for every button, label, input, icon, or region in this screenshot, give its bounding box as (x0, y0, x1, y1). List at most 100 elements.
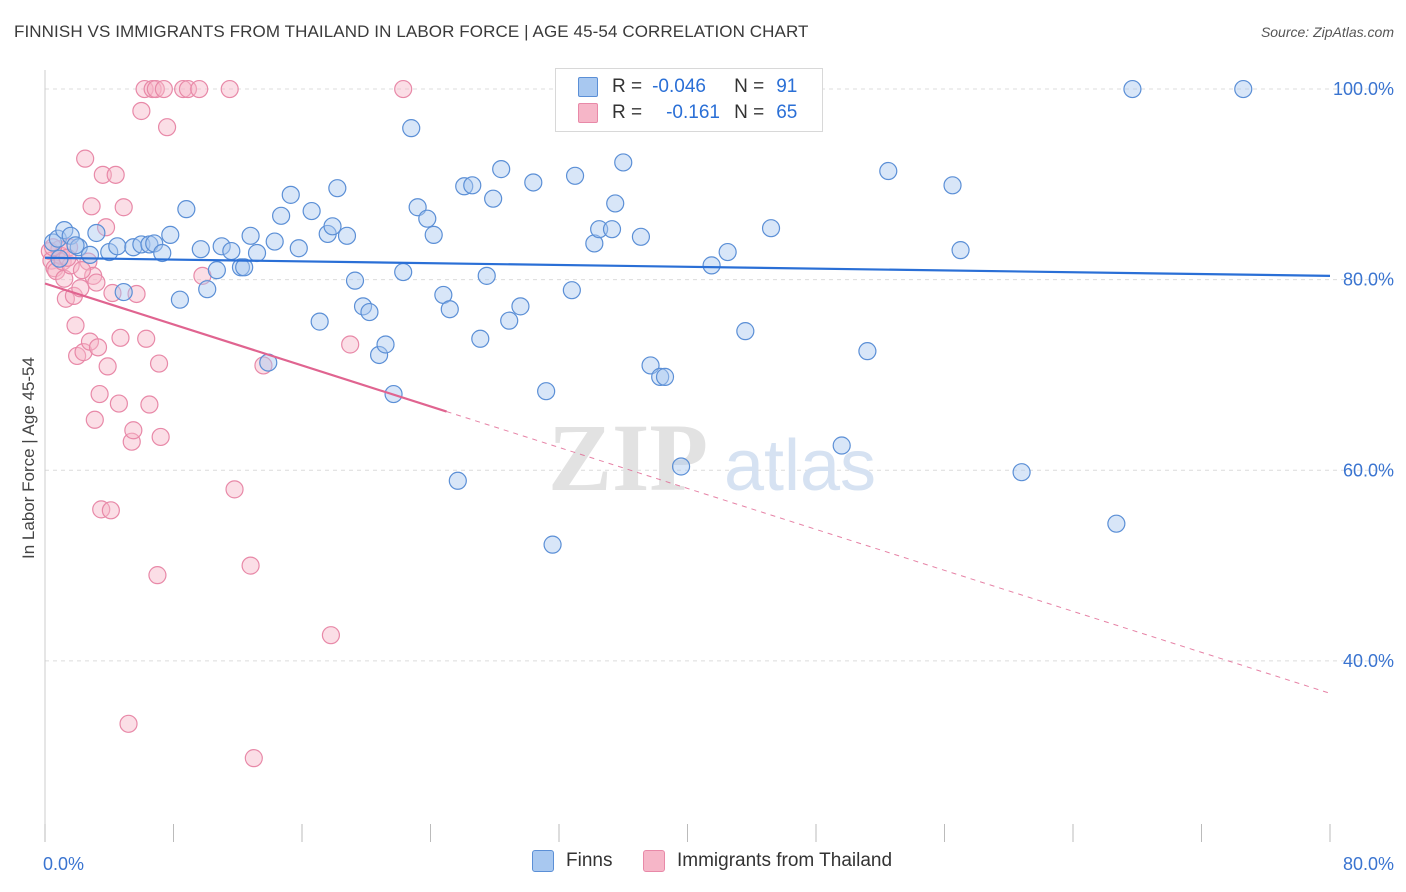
thai-point (321, 626, 341, 645)
finns-point (500, 311, 519, 330)
finns-point (651, 367, 670, 386)
thai-point (122, 432, 141, 451)
thai-point (151, 427, 170, 447)
thai-point (74, 343, 93, 362)
thai-point (43, 238, 63, 257)
finns-point (310, 312, 329, 331)
finns-point (376, 335, 395, 354)
finns-trend-line (44, 256, 1331, 277)
thai-point (190, 79, 209, 99)
finns-point (328, 179, 347, 198)
finns-point (302, 201, 321, 221)
tick-labels: 100.0% 80.0% 60.0% 40.0% 0.0% 80.0% (43, 79, 1394, 874)
finns-point (207, 261, 226, 280)
thai-r-label: R = (612, 102, 643, 123)
finns-point (1012, 463, 1031, 482)
finns-point (655, 367, 675, 386)
finns-point (718, 242, 737, 262)
x-tick-label: 0.0% (43, 854, 84, 874)
thai-point (225, 480, 244, 499)
finns-point (463, 176, 482, 195)
thai-point (241, 556, 260, 575)
finns-point (323, 217, 342, 236)
finns-point (1107, 514, 1126, 533)
thai-point (82, 197, 101, 216)
finns-point (272, 206, 291, 225)
thai-point (119, 714, 138, 733)
finns-point (879, 161, 898, 181)
thai-point (148, 566, 167, 585)
finns-point (543, 535, 562, 554)
thai-swatch (578, 103, 598, 123)
finns-point (241, 226, 260, 245)
thai-point (124, 421, 143, 440)
grid-lines (45, 88, 1390, 662)
thai-point (96, 218, 116, 237)
y-tick-label: 40.0% (1343, 651, 1394, 671)
legend-thai-label: Immigrants from Thailand (677, 850, 893, 871)
finns-point (537, 382, 556, 401)
x-tick-label: 80.0% (1343, 854, 1394, 874)
thai-point (132, 101, 151, 121)
thai-point (98, 357, 117, 376)
thai-n-label: N = (734, 102, 765, 123)
thai-point (140, 395, 159, 414)
thai-r-value: -0.161 (666, 102, 720, 123)
finns-point (418, 209, 437, 228)
finns-point (562, 281, 581, 300)
finns-point (235, 258, 254, 277)
finns-point (87, 223, 106, 243)
finns-point (448, 471, 467, 490)
thai-trend-line (44, 282, 447, 413)
series-finns-points (43, 79, 1253, 554)
y-tick-label: 60.0% (1343, 460, 1394, 480)
thai-trend-line-extension (446, 411, 1331, 694)
finns-point (222, 241, 241, 261)
thai-point (93, 165, 112, 184)
finns-point (114, 282, 133, 302)
thai-point (157, 118, 177, 137)
finns-r-label: R = (612, 76, 643, 97)
legend-row-thai: R = -0.161 N = 65 (578, 101, 797, 125)
finns-point (614, 153, 633, 172)
thai-n-value: 65 (776, 102, 798, 123)
y-tick-label: 80.0% (1343, 270, 1394, 290)
finns-point (440, 300, 459, 319)
series-legend: Finns Immigrants from Thailand (0, 850, 1406, 878)
trend-lines (44, 256, 1331, 694)
finns-point (289, 239, 308, 258)
finns-point (858, 342, 877, 361)
finns-point (1123, 79, 1142, 99)
legend-item-thai: Immigrants from Thailand (643, 850, 892, 872)
source-label: Source: ZipAtlas.com (1260, 24, 1394, 40)
thai-point (92, 500, 111, 519)
chart-title: FINNISH VS IMMIGRANTS FROM THAILAND IN L… (14, 22, 809, 41)
finns-point (1234, 79, 1253, 99)
finns-n-value: 91 (776, 76, 798, 97)
axes (44, 70, 1331, 842)
finns-point (943, 176, 962, 195)
finns-point (585, 234, 604, 253)
finns-point (66, 236, 85, 255)
thai-point (137, 329, 156, 348)
thai-point (72, 261, 92, 280)
legend-item-finns: Finns (532, 850, 612, 872)
finns-point (951, 241, 970, 260)
finns-point (492, 160, 511, 179)
legend-thai-swatch (643, 850, 665, 872)
finns-point (565, 166, 585, 185)
thai-point (88, 338, 108, 357)
finns-point (761, 219, 781, 238)
finns-point (265, 232, 284, 251)
finns-point (602, 220, 622, 239)
series-thai-points (40, 79, 413, 768)
finns-swatch (578, 77, 598, 97)
finns-point (402, 119, 421, 138)
thai-point (109, 394, 128, 413)
finns-point (108, 237, 127, 256)
legend-finns-label: Finns (566, 850, 613, 871)
thai-point (90, 384, 109, 404)
legend-row-finns: R = -0.046 N = 91 (578, 75, 797, 99)
thai-point (154, 79, 173, 99)
thai-point (111, 328, 130, 347)
